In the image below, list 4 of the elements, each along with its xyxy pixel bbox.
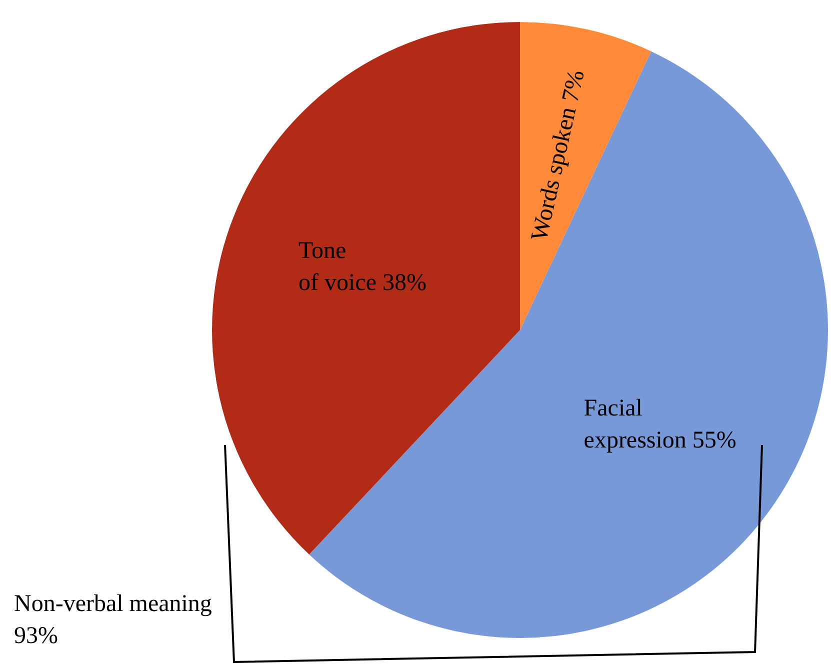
slice-label: Words spoken 7% (526, 68, 590, 244)
text: Non-verbal meaning 93% (14, 590, 213, 651)
slice-label: Facial expression 55% (584, 396, 736, 454)
slice-label: Tone of voice 38% (298, 238, 426, 296)
